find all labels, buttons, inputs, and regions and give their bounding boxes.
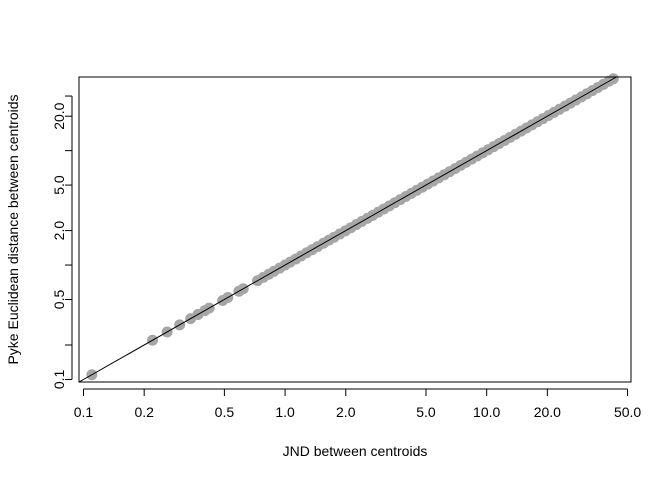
x-tick-label: 20.0	[534, 404, 561, 420]
x-tick-label: 0.1	[74, 404, 94, 420]
x-tick-label: 0.5	[215, 404, 235, 420]
y-tick-label: 5.0	[51, 175, 67, 195]
y-tick-label: 0.1	[51, 370, 67, 390]
y-tick-label: 0.5	[51, 290, 67, 310]
x-tick-label: 2.0	[336, 404, 356, 420]
x-axis: 0.1 0.2 0.5 1.0 2.0 5.0 10.0 20.0 50.0	[74, 388, 641, 420]
y-tick-label: 2.0	[51, 221, 67, 241]
plot-area-box	[78, 76, 632, 383]
y-axis: 0.1 0.5 2.0 5.0 20.0	[51, 95, 73, 390]
x-tick-label: 10.0	[473, 404, 500, 420]
reference-line-layer	[78, 76, 617, 383]
y-tick-label: 20.0	[51, 102, 67, 129]
y-axis-title: Pyke Euclidean distance between centroid…	[5, 94, 21, 364]
x-tick-label: 5.0	[416, 404, 436, 420]
x-tick-label: 0.2	[134, 404, 154, 420]
x-tick-label: 50.0	[614, 404, 641, 420]
reference-line	[78, 76, 617, 383]
x-axis-title: JND between centroids	[283, 443, 428, 459]
x-tick-label: 1.0	[275, 404, 295, 420]
